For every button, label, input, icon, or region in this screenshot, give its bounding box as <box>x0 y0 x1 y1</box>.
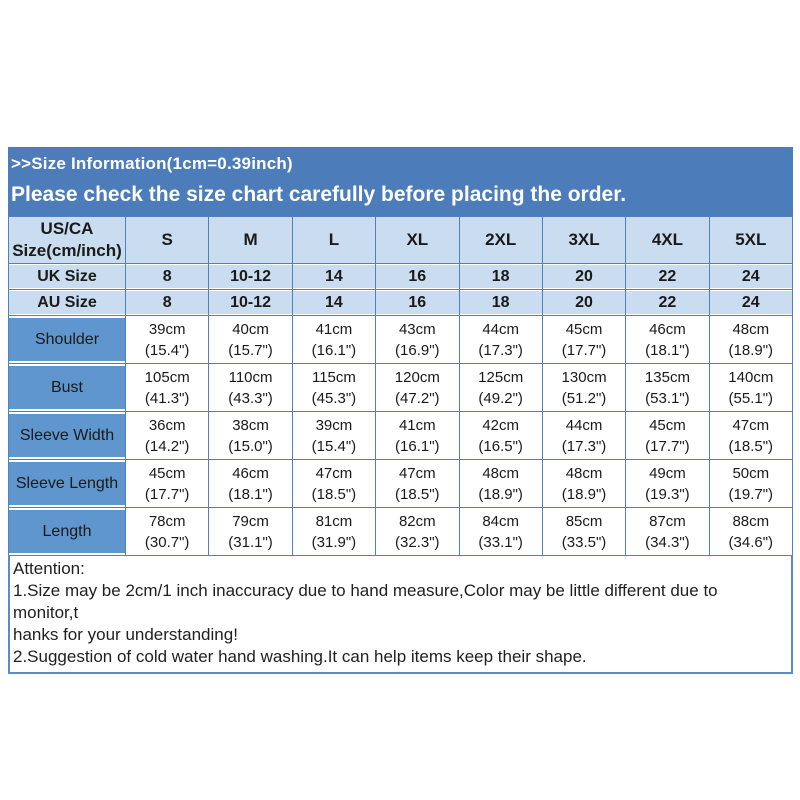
measure-value-cell: 46cm (18.1") <box>625 315 710 364</box>
table-row: Length 78cm (30.7") 79cm (31.1") 81cm (31.9… <box>8 507 794 556</box>
size-value-cell: 16 <box>375 263 460 290</box>
table-row: UK Size 8 10-12 14 16 18 20 22 24 <box>8 263 794 290</box>
measure-value-cell: 87cm (34.3") <box>625 507 710 556</box>
size-value-cell: 8 <box>124 263 210 290</box>
banner-subtitle: Please check the size chart carefully be… <box>11 183 627 206</box>
table-row: Bust 105cm (41.3") 110cm (43.3") 115cm (45.… <box>8 363 794 412</box>
attention-line: 2.Suggestion of cold water hand washing.… <box>13 647 587 666</box>
size-value-cell: 16 <box>375 289 460 316</box>
measure-row-label: Shoulder <box>8 315 126 364</box>
size-value-cell: 20 <box>541 263 627 290</box>
measure-value-cell: 39cm (15.4") <box>124 315 210 364</box>
measure-row-label: Bust <box>8 363 126 412</box>
table-row: AU Size 8 10-12 14 16 18 20 22 24 <box>8 289 794 316</box>
size-value-cell: 14 <box>291 289 377 316</box>
measure-value-cell: 115cm (45.3") <box>291 363 377 412</box>
table-row: Sleeve Length 45cm (17.7") 46cm (18.1") 47c… <box>8 459 794 508</box>
size-row-label: AU Size <box>8 289 126 316</box>
measure-value-cell: 85cm (33.5") <box>541 507 627 556</box>
size-header-cell: S <box>124 216 210 264</box>
measure-value-cell: 45cm (17.7") <box>541 315 627 364</box>
size-value-cell: 18 <box>458 289 543 316</box>
measure-value-cell: 81cm (31.9") <box>291 507 377 556</box>
measure-value-cell: 130cm (51.2") <box>541 363 627 412</box>
size-row-label: UK Size <box>8 263 126 290</box>
size-value-cell: 10-12 <box>208 263 293 290</box>
measure-row-label: Sleeve Length <box>8 459 126 508</box>
measure-value-cell: 40cm (15.7") <box>208 315 293 364</box>
size-value-cell: 22 <box>625 289 710 316</box>
corner-header-cell: US/CA Size(cm/inch) <box>8 216 126 264</box>
size-value-cell: 18 <box>458 263 543 290</box>
size-header-cell: L <box>291 216 377 264</box>
measure-value-cell: 36cm (14.2") <box>124 411 210 460</box>
measure-value-cell: 39cm (15.4") <box>291 411 377 460</box>
size-value-cell: 24 <box>708 263 794 290</box>
measure-value-cell: 48cm (18.9") <box>541 459 627 508</box>
size-value-cell: 8 <box>124 289 210 316</box>
measure-value-cell: 49cm (19.3") <box>625 459 710 508</box>
table-row: Shoulder 39cm (15.4") 40cm (15.7") 41cm (16… <box>8 315 794 364</box>
measure-value-cell: 44cm (17.3") <box>458 315 543 364</box>
measure-value-cell: 110cm (43.3") <box>208 363 293 412</box>
measure-value-cell: 47cm (18.5") <box>291 459 377 508</box>
measure-value-cell: 78cm (30.7") <box>124 507 210 556</box>
measure-value-cell: 82cm (32.3") <box>375 507 460 556</box>
size-header-cell: 2XL <box>458 216 543 264</box>
measure-value-cell: 88cm (34.6") <box>708 507 794 556</box>
size-chart-panel: >>Size Information(1cm=0.39inch) Please … <box>8 147 794 674</box>
measure-value-cell: 45cm (17.7") <box>625 411 710 460</box>
measure-value-cell: 47cm (18.5") <box>708 411 794 460</box>
size-value-cell: 20 <box>541 289 627 316</box>
measure-value-cell: 48cm (18.9") <box>458 459 543 508</box>
size-header-cell: XL <box>375 216 460 264</box>
banner-title: >>Size Information(1cm=0.39inch) <box>11 154 293 173</box>
measure-value-cell: 38cm (15.0") <box>208 411 293 460</box>
attention-box: Attention: 1.Size may be 2cm/1 inch inac… <box>8 555 793 674</box>
measure-value-cell: 50cm (19.7") <box>708 459 794 508</box>
size-header-cell: M <box>208 216 293 264</box>
banner: >>Size Information(1cm=0.39inch) Please … <box>8 147 793 216</box>
measure-value-cell: 46cm (18.1") <box>208 459 293 508</box>
measure-value-cell: 48cm (18.9") <box>708 315 794 364</box>
measure-value-cell: 41cm (16.1") <box>375 411 460 460</box>
measure-value-cell: 120cm (47.2") <box>375 363 460 412</box>
measure-value-cell: 47cm (18.5") <box>375 459 460 508</box>
measure-row-label: Length <box>8 507 126 556</box>
size-header-cell: 5XL <box>708 216 794 264</box>
size-table-body: UK Size 8 10-12 14 16 18 20 22 24 AU Size 8 10-12 14… <box>8 263 794 556</box>
size-value-cell: 22 <box>625 263 710 290</box>
measure-value-cell: 42cm (16.5") <box>458 411 543 460</box>
measure-value-cell: 43cm (16.9") <box>375 315 460 364</box>
measure-value-cell: 84cm (33.1") <box>458 507 543 556</box>
size-table: US/CA Size(cm/inch) S M L XL 2XL 3XL 4XL 5XL UK… <box>8 216 794 556</box>
measure-value-cell: 79cm (31.1") <box>208 507 293 556</box>
size-header-row: US/CA Size(cm/inch) S M L XL 2XL 3XL 4XL 5XL <box>8 216 794 264</box>
measure-value-cell: 44cm (17.3") <box>541 411 627 460</box>
measure-value-cell: 125cm (49.2") <box>458 363 543 412</box>
attention-title: Attention: <box>13 559 85 578</box>
measure-value-cell: 135cm (53.1") <box>625 363 710 412</box>
size-value-cell: 24 <box>708 289 794 316</box>
measure-value-cell: 41cm (16.1") <box>291 315 377 364</box>
measure-value-cell: 105cm (41.3") <box>124 363 210 412</box>
attention-line: hanks for your understanding! <box>13 625 238 644</box>
table-row: Sleeve Width 36cm (14.2") 38cm (15.0") 39cm… <box>8 411 794 460</box>
measure-value-cell: 140cm (55.1") <box>708 363 794 412</box>
size-header-cell: 3XL <box>541 216 627 264</box>
attention-line: 1.Size may be 2cm/1 inch inaccuracy due … <box>13 581 718 622</box>
measure-row-label: Sleeve Width <box>8 411 126 460</box>
measure-value-cell: 45cm (17.7") <box>124 459 210 508</box>
size-value-cell: 10-12 <box>208 289 293 316</box>
size-header-cell: 4XL <box>625 216 710 264</box>
size-value-cell: 14 <box>291 263 377 290</box>
